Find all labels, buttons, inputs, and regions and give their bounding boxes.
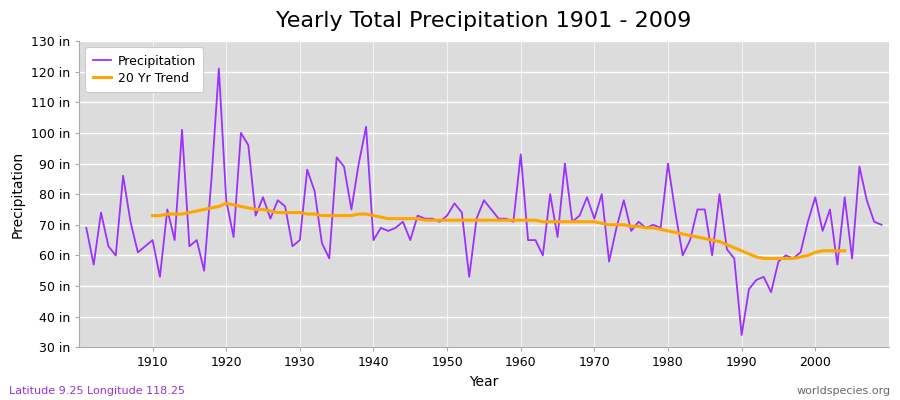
Precipitation [516,152,526,157]
Precipitation [213,66,224,71]
20 Yr Trend [840,248,850,253]
Text: worldspecies.org: worldspecies.org [796,386,891,396]
20 Yr Trend [280,210,291,215]
20 Yr Trend [626,224,636,229]
Line: 20 Yr Trend: 20 Yr Trend [153,203,845,258]
Line: Precipitation: Precipitation [86,68,881,335]
Title: Yearly Total Precipitation 1901 - 2009: Yearly Total Precipitation 1901 - 2009 [276,11,691,31]
Y-axis label: Precipitation: Precipitation [11,150,25,238]
Precipitation [310,189,320,194]
20 Yr Trend [670,230,680,235]
X-axis label: Year: Year [469,375,499,389]
20 Yr Trend [662,228,673,233]
Precipitation [81,226,92,230]
Precipitation [140,244,150,249]
Precipitation [354,161,364,166]
Precipitation [736,333,747,338]
Precipitation [611,226,622,230]
Text: Latitude 9.25 Longitude 118.25: Latitude 9.25 Longitude 118.25 [9,386,185,396]
20 Yr Trend [220,201,231,206]
20 Yr Trend [176,212,187,216]
Legend: Precipitation, 20 Yr Trend: Precipitation, 20 Yr Trend [86,47,203,92]
Precipitation [523,238,534,242]
20 Yr Trend [641,226,652,230]
20 Yr Trend [759,256,769,261]
Precipitation [876,222,886,227]
20 Yr Trend [148,213,158,218]
